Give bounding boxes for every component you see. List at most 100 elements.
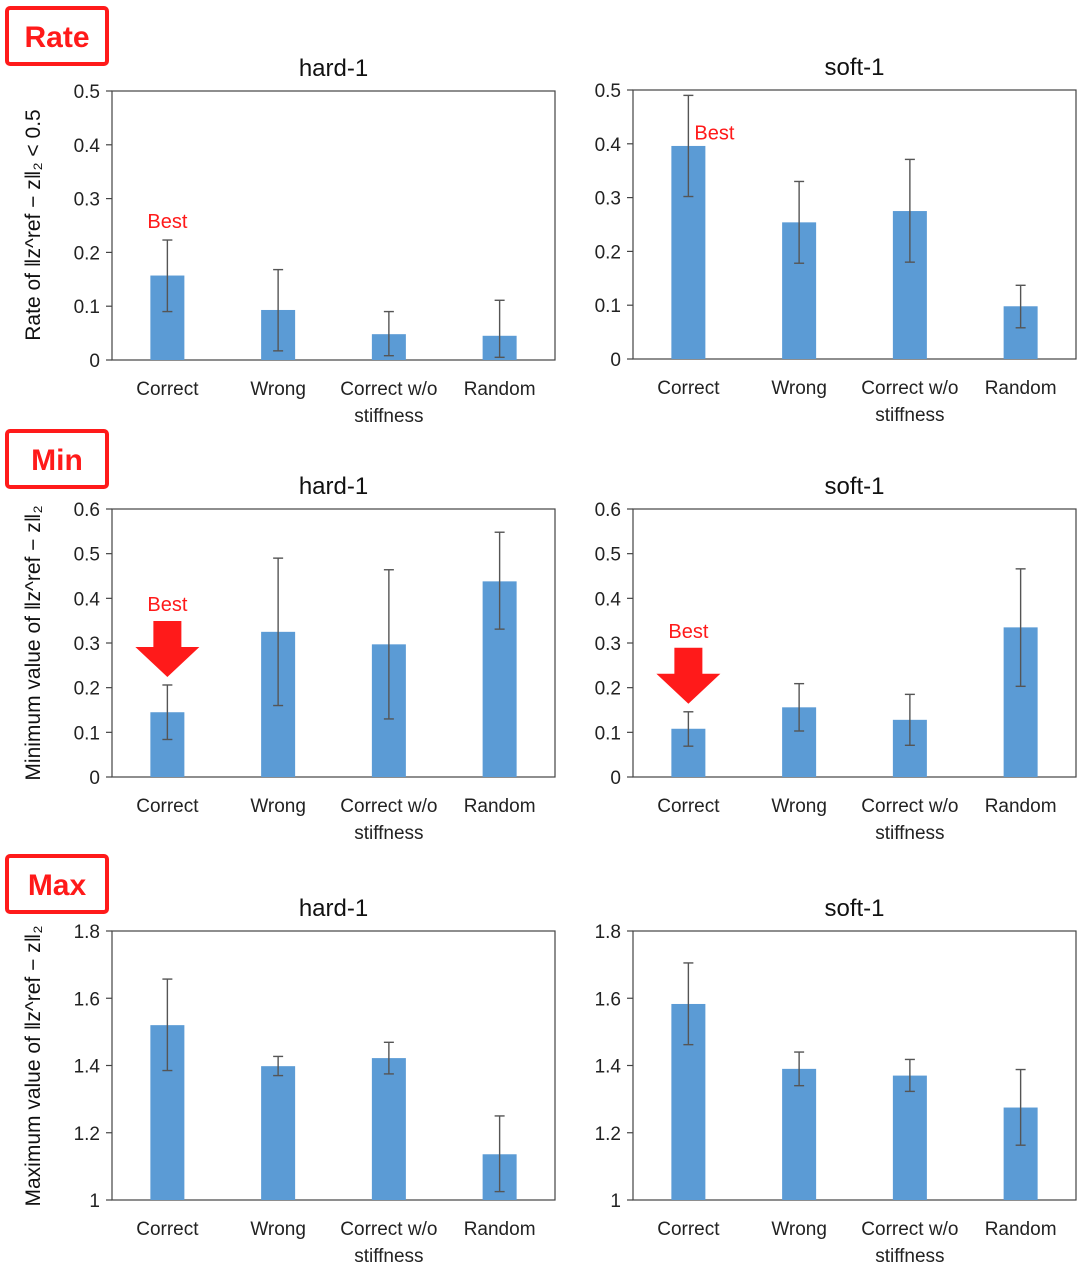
- x-tick-label: Random: [464, 1219, 536, 1240]
- y-tick-label: 0.3: [595, 189, 621, 210]
- x-tick-label: Wrong: [250, 379, 306, 400]
- x-tick-label: Correct: [136, 1219, 199, 1240]
- best-label: Best: [147, 594, 187, 616]
- error-bar: [494, 1115, 505, 1193]
- chart-title: soft-1: [824, 895, 884, 922]
- y-tick-label: 0.4: [595, 589, 622, 610]
- y-tick-label: 0.5: [74, 82, 100, 103]
- y-tick-label: 0: [610, 350, 621, 371]
- x-tick-label: Correct: [136, 796, 199, 817]
- error-bar: [683, 962, 694, 1046]
- y-tick-label: 0.6: [595, 500, 621, 521]
- best-label: Best: [147, 211, 187, 233]
- x-tick-label: Correct w/o stiffness: [340, 796, 437, 844]
- chart-min-soft-1: soft-1 0 0.1 0.2 0.3 0.4 0.5 0.6 Correct Wrong Cor…: [595, 473, 1077, 844]
- x-tick-label: Wrong: [771, 1219, 827, 1240]
- y-tick-label: 0.4: [595, 135, 622, 156]
- error-bar: [683, 94, 694, 198]
- best-label: Best: [668, 621, 708, 643]
- section-tag-max: Max: [5, 854, 109, 914]
- error-bar: [1015, 284, 1026, 329]
- section-tag-frame: [5, 429, 109, 489]
- error-bar: [273, 557, 284, 707]
- bar-correct-w-o-stiffness: [371, 1058, 406, 1200]
- best-arrow-icon: [656, 647, 721, 704]
- y-tick-label: 1.2: [595, 1124, 621, 1145]
- x-tick-label: Correct w/o stiffness: [861, 1219, 958, 1267]
- best-arrow-icon: [135, 620, 200, 677]
- y-tick-label: 0.1: [595, 723, 621, 744]
- x-tick-label: Random: [464, 796, 536, 817]
- error-bar: [794, 682, 805, 732]
- y-tick-label: 0.5: [74, 545, 100, 566]
- y-tick-label: 0: [610, 768, 621, 789]
- bar-wrong: [782, 1068, 817, 1200]
- plot-area: [111, 90, 556, 361]
- y-tick-label: 0.3: [74, 190, 100, 211]
- x-tick-label: Wrong: [250, 796, 306, 817]
- y-tick-label: 0.5: [595, 545, 621, 566]
- x-tick-label: Correct: [136, 379, 199, 400]
- y-axis-label: Maximum value of ‖z^ref − z‖₂: [22, 925, 45, 1206]
- y-tick-label: 1.8: [595, 922, 621, 943]
- x-tick-label: Correct: [657, 796, 720, 817]
- y-tick-label: 0.2: [595, 242, 621, 263]
- error-bar: [1015, 568, 1026, 688]
- y-tick-label: 0.5: [595, 81, 621, 102]
- error-bar: [904, 158, 915, 263]
- y-axis-label: Minimum value of ‖z^ref − z‖₂: [22, 505, 45, 780]
- x-tick-label: Correct w/o stiffness: [340, 1219, 437, 1267]
- error-bar: [383, 569, 394, 720]
- chart-min-hard-1: hard-1 0 0.1 0.2 0.3 0.4 0.5 0.6 Correct Wrong Cor…: [74, 473, 556, 844]
- section-tag-label: Max: [28, 869, 87, 902]
- section-tag-rate: Rate: [5, 6, 109, 66]
- y-tick-label: 0.4: [74, 136, 101, 157]
- chart-title: soft-1: [824, 54, 884, 81]
- x-tick-label: Wrong: [771, 796, 827, 817]
- error-bar: [162, 978, 173, 1072]
- error-bar: [383, 310, 394, 357]
- x-tick-label: Random: [985, 378, 1057, 399]
- x-tick-label: Wrong: [771, 378, 827, 399]
- y-tick-label: 0.1: [74, 723, 100, 744]
- error-bar: [162, 239, 173, 313]
- x-tick-label: Random: [985, 796, 1057, 817]
- y-tick-label: 0.2: [595, 679, 621, 700]
- y-tick-label: 1.6: [595, 989, 621, 1010]
- y-tick-label: 0: [89, 351, 100, 372]
- section-tag-frame: [5, 854, 109, 914]
- error-bar: [273, 1055, 284, 1077]
- x-tick-label: Random: [985, 1219, 1057, 1240]
- plot-area: [632, 89, 1077, 360]
- y-tick-label: 0: [89, 768, 100, 789]
- y-tick-label: 0.2: [74, 243, 100, 264]
- chart-title: soft-1: [824, 473, 884, 500]
- y-tick-label: 0.2: [74, 679, 100, 700]
- chart-title: hard-1: [299, 895, 368, 922]
- x-tick-label: Correct: [657, 1219, 720, 1240]
- x-tick-label: Correct w/o stiffness: [861, 796, 958, 844]
- chart-max-hard-1: hard-1 1 1.2 1.4 1.6 1.8 Correct Wrong Correct w…: [74, 895, 556, 1267]
- y-tick-label: 1.4: [595, 1057, 622, 1078]
- y-axis-label: Rate of ‖z^ref − z‖₂ < 0.5: [22, 109, 45, 340]
- error-bar: [794, 1051, 805, 1087]
- best-label: Best: [694, 122, 734, 144]
- y-tick-label: 0.4: [74, 589, 101, 610]
- section-tag-label: Min: [31, 444, 83, 477]
- error-bar: [904, 693, 915, 746]
- x-tick-label: Wrong: [250, 1219, 306, 1240]
- y-tick-label: 1: [610, 1191, 621, 1212]
- section-tag-frame: [5, 6, 109, 66]
- y-tick-label: 1.6: [74, 989, 100, 1010]
- x-tick-label: Correct w/o stiffness: [340, 379, 437, 427]
- error-bar: [1015, 1068, 1026, 1146]
- chart-rate-hard-1: hard-1 0 0.1 0.2 0.3 0.4 0.5 Correct Wrong Correc…: [74, 55, 556, 427]
- error-bar: [162, 684, 173, 741]
- chart-title: hard-1: [299, 55, 368, 82]
- bar-wrong: [261, 1066, 296, 1200]
- y-tick-label: 0.6: [74, 500, 100, 521]
- x-tick-label: Correct: [657, 378, 720, 399]
- y-tick-label: 0.1: [595, 296, 621, 317]
- section-tag-min: Min: [5, 429, 109, 489]
